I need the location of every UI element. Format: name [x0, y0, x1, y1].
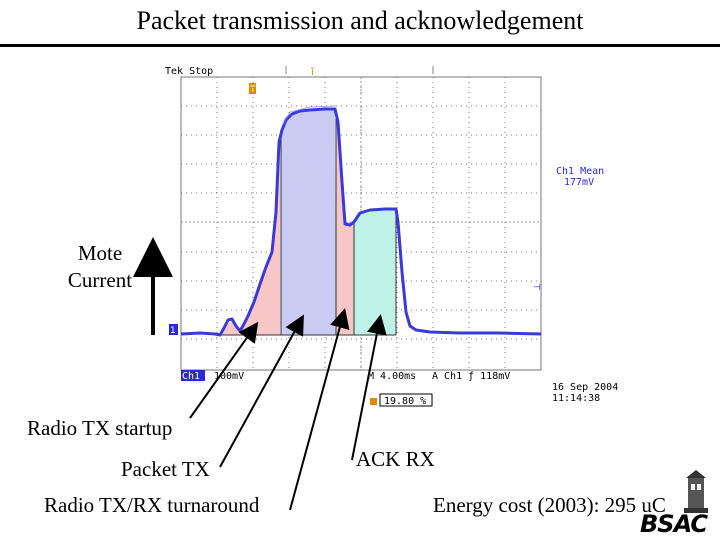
label-energy-cost: Energy cost (2003): 295 uC [433, 493, 666, 517]
title-rule [0, 44, 720, 47]
mean-label-text: Ch1 Mean [556, 166, 605, 177]
y-label-line2: Current [67, 268, 133, 292]
ground-marker-icon [169, 324, 178, 335]
scope-date: 16 Sep 2004 [552, 382, 619, 393]
label-radio-startup: Radio TX startup [27, 416, 173, 440]
oscilloscope-screen: Tek Stop ǐ T [160, 62, 545, 412]
arrow-packet-tx-icon [219, 314, 304, 468]
timebase-label: M 4.00ms [368, 371, 416, 382]
label-ack-rx: ACK RX [356, 447, 435, 471]
current-trace [180, 107, 542, 337]
trigger-position: 19.80 % [384, 396, 426, 407]
bsac-logo-text: BSAC [640, 510, 708, 538]
scope-status: Tek Stop [165, 66, 213, 77]
campanile-icon [684, 470, 708, 513]
oscilloscope-svg: Tek Stop ǐ T [160, 62, 545, 407]
y-axis-label: Mote Current [40, 240, 160, 294]
region-dividers [220, 110, 397, 336]
scope-time: 11:14:38 [552, 393, 601, 404]
svg-text:T: T [249, 85, 256, 95]
region-radio-startup [220, 132, 280, 335]
mean-value-text: 177mV [564, 177, 595, 188]
scope-datetime: 16 Sep 2004 11:14:38 [552, 382, 618, 404]
scope-mean-readout: Ch1 Mean 177mV [556, 166, 604, 188]
arrow-radio-startup-icon [189, 321, 259, 419]
trigger-label: A Ch1 ƒ 118mV [432, 371, 510, 382]
y-label-line1: Mote [77, 241, 123, 265]
trigger-marker-top-icon: ǐ [310, 66, 314, 78]
trigger-marker-icon [249, 83, 256, 94]
region-packet-tx [281, 108, 336, 335]
label-packet-tx: Packet TX [121, 457, 210, 481]
scale-label: 100mV [214, 371, 244, 382]
channel-label: Ch1 [182, 371, 200, 382]
svg-text:⊣: ⊣ [533, 283, 541, 293]
svg-text:1: 1 [170, 326, 176, 336]
slide-title: Packet transmission and acknowledgement [136, 6, 584, 35]
arrow-turnaround-icon [289, 308, 350, 511]
region-ack-rx [354, 209, 396, 335]
arrow-ack-rx-icon [351, 314, 387, 461]
label-turnaround: Radio TX/RX turnaround [44, 493, 260, 517]
bsac-logo: BSAC [640, 470, 720, 540]
